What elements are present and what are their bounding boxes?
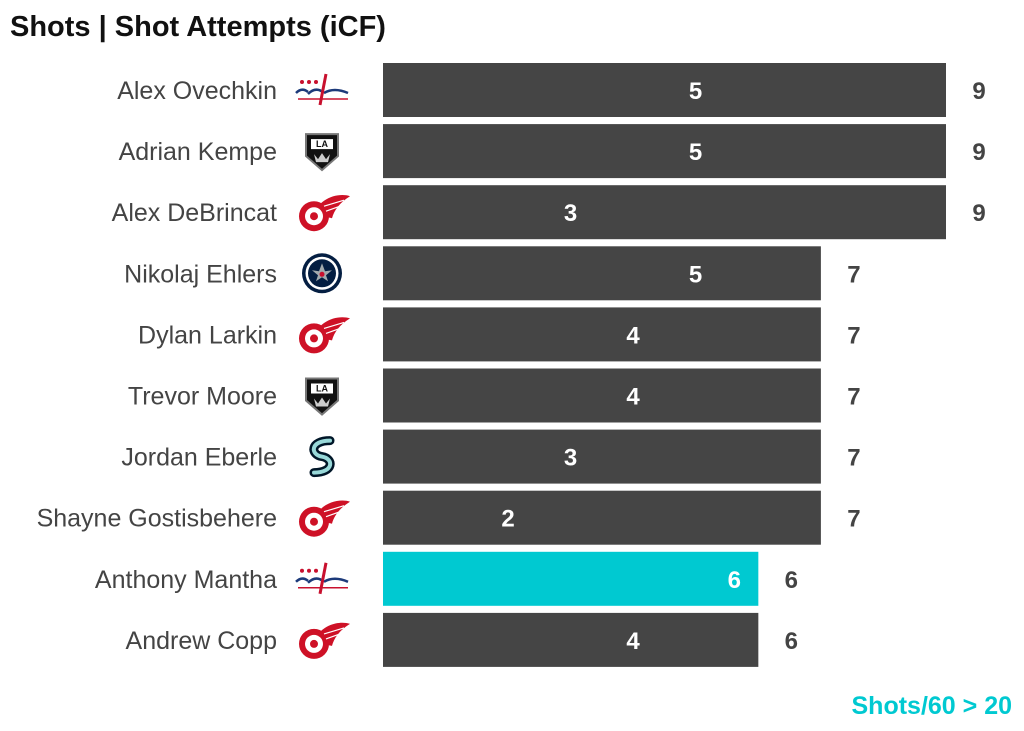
player-name-label: Alex Ovechkin xyxy=(117,77,277,105)
player-name-label: Anthony Mantha xyxy=(95,566,277,594)
player-name-label: Nikolaj Ehlers xyxy=(124,260,277,288)
bar-row: Adrian Kempe LA 5 9 xyxy=(119,124,986,179)
capitals-logo xyxy=(295,73,349,106)
bar xyxy=(383,551,759,606)
kings-logo: LA xyxy=(305,133,339,172)
bar xyxy=(383,246,821,301)
shot-attempts-value-label: 7 xyxy=(847,384,860,411)
capitals-logo xyxy=(295,562,349,595)
shots-value-label: 4 xyxy=(626,322,640,349)
bar-row: Shayne Gostisbehere 2 7 xyxy=(37,490,861,545)
chart-footnote: Shots/60 > 20 xyxy=(852,692,1013,720)
shot-attempts-value-label: 6 xyxy=(785,628,798,655)
player-name-label: Jordan Eberle xyxy=(121,444,277,472)
player-name-label: Alex DeBrincat xyxy=(112,199,277,227)
bar xyxy=(383,368,821,423)
red-wings-logo xyxy=(299,500,350,537)
bar xyxy=(383,124,946,179)
red-wings-logo xyxy=(299,195,350,232)
shots-value-label: 2 xyxy=(501,506,514,533)
bar xyxy=(383,307,821,362)
kraken-logo xyxy=(309,436,335,478)
svg-text:LA: LA xyxy=(316,384,328,394)
shot-attempts-value-label: 7 xyxy=(847,445,860,472)
shots-value-label: 4 xyxy=(626,628,640,655)
bar-row: Anthony Mantha 6 6 xyxy=(95,551,798,606)
shots-value-label: 4 xyxy=(626,384,640,411)
bar xyxy=(383,490,821,545)
shot-attempts-value-label: 9 xyxy=(972,139,985,166)
player-name-label: Trevor Moore xyxy=(128,383,277,411)
shot-attempts-value-label: 9 xyxy=(972,78,985,105)
bar xyxy=(383,185,946,240)
chart-title: Shots | Shot Attempts (iCF) xyxy=(10,11,386,43)
player-name-label: Shayne Gostisbehere xyxy=(37,505,277,533)
bar-row: Jordan Eberle 3 7 xyxy=(121,429,861,484)
shots-value-label: 5 xyxy=(689,78,702,105)
shot-attempts-value-label: 9 xyxy=(972,200,985,227)
shots-value-label: 5 xyxy=(689,261,702,288)
shot-attempts-value-label: 7 xyxy=(847,506,860,533)
shots-value-label: 5 xyxy=(689,139,702,166)
player-name-label: Dylan Larkin xyxy=(138,321,277,349)
player-name-label: Andrew Copp xyxy=(126,627,277,655)
shot-attempts-value-label: 7 xyxy=(847,322,860,349)
kings-logo: LA xyxy=(305,377,339,416)
bar xyxy=(383,63,946,117)
player-name-label: Adrian Kempe xyxy=(119,138,277,166)
bar-row: Dylan Larkin 4 7 xyxy=(138,307,861,362)
jets-logo xyxy=(302,253,342,294)
bar xyxy=(383,429,821,484)
shots-value-label: 3 xyxy=(564,445,577,472)
shots-value-label: 3 xyxy=(564,200,577,227)
shots-value-label: 6 xyxy=(728,567,741,594)
shot-attempts-value-label: 6 xyxy=(785,567,798,594)
bar-row: Alex Ovechkin 5 9 xyxy=(117,63,986,117)
red-wings-logo xyxy=(299,622,350,659)
shot-attempts-value-label: 7 xyxy=(847,261,860,288)
bar xyxy=(383,612,759,667)
bar-row: Alex DeBrincat 3 9 xyxy=(112,185,986,240)
bar-row: Andrew Copp 4 6 xyxy=(126,612,798,667)
bar-row: Nikolaj Ehlers 5 7 xyxy=(124,246,861,301)
svg-text:LA: LA xyxy=(316,139,328,149)
bar-row: Trevor Moore LA 4 7 xyxy=(128,368,861,423)
red-wings-logo xyxy=(299,317,350,354)
